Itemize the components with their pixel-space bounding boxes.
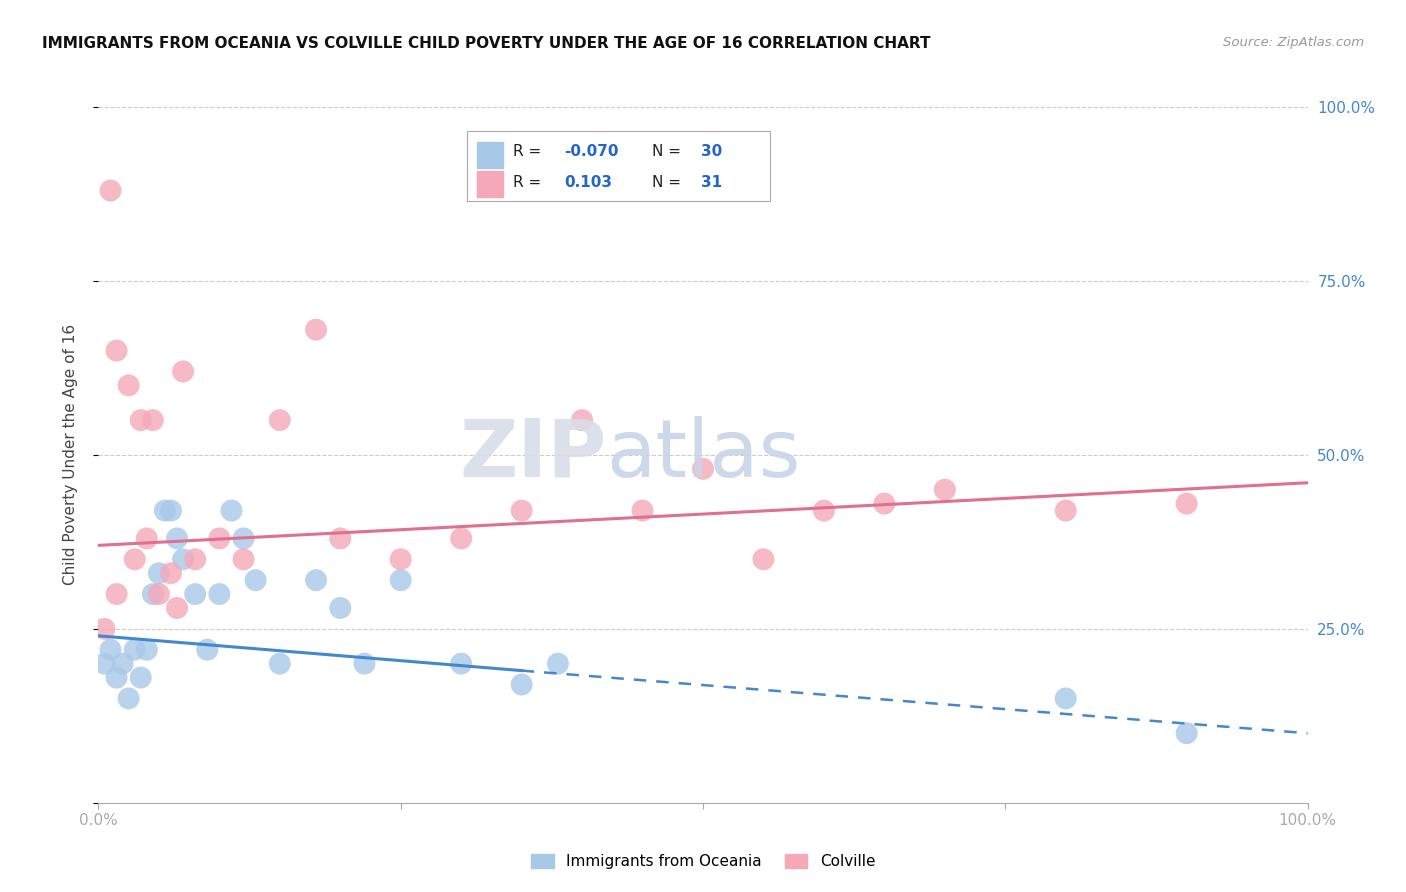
Point <box>153 503 176 517</box>
Bar <box>477 142 503 169</box>
Point <box>269 413 291 427</box>
Point <box>172 552 194 566</box>
Point <box>208 587 231 601</box>
Point <box>142 587 165 601</box>
Point <box>510 503 533 517</box>
Point <box>195 642 218 657</box>
Text: Source: ZipAtlas.com: Source: ZipAtlas.com <box>1223 36 1364 49</box>
Point <box>160 566 183 581</box>
Point <box>105 671 128 685</box>
Point <box>245 573 267 587</box>
Text: IMMIGRANTS FROM OCEANIA VS COLVILLE CHILD POVERTY UNDER THE AGE OF 16 CORRELATIO: IMMIGRANTS FROM OCEANIA VS COLVILLE CHIL… <box>42 36 931 51</box>
Text: N =: N = <box>652 175 686 189</box>
Point <box>160 503 183 517</box>
Point <box>353 657 375 671</box>
Point <box>105 343 128 358</box>
Point <box>571 413 593 427</box>
Point <box>305 573 328 587</box>
Legend: Immigrants from Oceania, Colville: Immigrants from Oceania, Colville <box>524 848 882 875</box>
Point <box>692 462 714 476</box>
Text: 30: 30 <box>700 144 721 159</box>
Text: atlas: atlas <box>606 416 800 494</box>
Point <box>129 671 152 685</box>
Point <box>1175 497 1198 511</box>
Point <box>813 503 835 517</box>
Point <box>510 677 533 691</box>
Point <box>450 532 472 546</box>
Point <box>124 642 146 657</box>
Point <box>93 622 115 636</box>
Point <box>184 552 207 566</box>
Text: R =: R = <box>513 144 547 159</box>
Point <box>124 552 146 566</box>
Text: ZIP: ZIP <box>458 416 606 494</box>
Y-axis label: Child Poverty Under the Age of 16: Child Poverty Under the Age of 16 <box>63 325 77 585</box>
Point <box>172 364 194 378</box>
Point <box>389 552 412 566</box>
Point <box>135 642 157 657</box>
Point <box>221 503 243 517</box>
Point <box>148 566 170 581</box>
Point <box>148 587 170 601</box>
Point <box>118 691 141 706</box>
Point <box>232 532 254 546</box>
Text: N =: N = <box>652 144 686 159</box>
Point <box>547 657 569 671</box>
Point <box>142 413 165 427</box>
Point <box>631 503 654 517</box>
Point <box>1054 691 1077 706</box>
Text: -0.070: -0.070 <box>564 144 619 159</box>
Point <box>166 601 188 615</box>
Text: 0.103: 0.103 <box>564 175 612 189</box>
Point <box>111 657 134 671</box>
Text: R =: R = <box>513 175 547 189</box>
Point <box>100 184 122 198</box>
Point <box>93 657 115 671</box>
Point <box>934 483 956 497</box>
Point <box>1054 503 1077 517</box>
Text: 31: 31 <box>700 175 721 189</box>
Point <box>208 532 231 546</box>
Point <box>118 378 141 392</box>
Point <box>752 552 775 566</box>
Point <box>166 532 188 546</box>
Point <box>1175 726 1198 740</box>
Point <box>329 532 352 546</box>
Point <box>184 587 207 601</box>
Point <box>129 413 152 427</box>
Point <box>269 657 291 671</box>
Point <box>873 497 896 511</box>
Point <box>100 642 122 657</box>
Point <box>389 573 412 587</box>
Bar <box>467 131 769 201</box>
Point <box>135 532 157 546</box>
Point <box>232 552 254 566</box>
Point <box>305 323 328 337</box>
Bar <box>477 171 503 197</box>
Point <box>105 587 128 601</box>
Point <box>450 657 472 671</box>
Point <box>329 601 352 615</box>
